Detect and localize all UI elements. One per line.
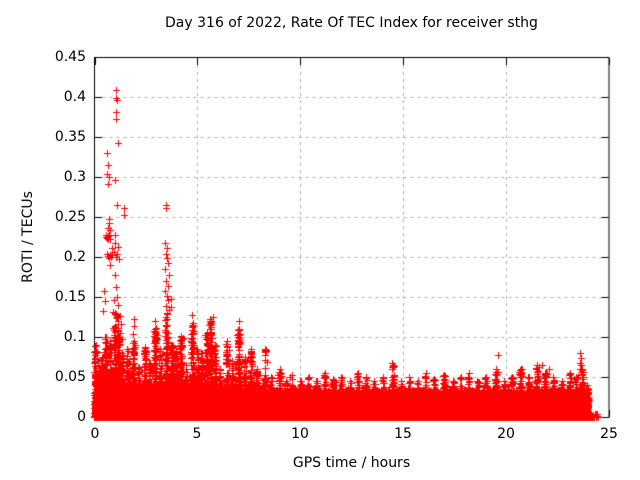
y-tick-label: 0.15 xyxy=(54,289,86,305)
x-tick-label: 0 xyxy=(90,426,100,442)
x-tick-label: 25 xyxy=(600,426,618,442)
y-tick-label: 0.25 xyxy=(54,209,86,225)
chart-title: Day 316 of 2022, Rate Of TEC Index for r… xyxy=(165,15,538,31)
x-tick-label: 10 xyxy=(291,426,309,442)
y-tick-label: 0.3 xyxy=(63,169,86,185)
y-tick-label: 0.1 xyxy=(63,329,86,345)
y-tick-label: 0 xyxy=(77,409,86,425)
x-tick-label: 15 xyxy=(394,426,412,442)
x-tick-label: 20 xyxy=(497,426,515,442)
y-tick-label: 0.05 xyxy=(54,369,86,385)
y-tick-label: 0.45 xyxy=(54,49,86,65)
x-tick-label: 5 xyxy=(192,426,202,442)
y-tick-label: 0.2 xyxy=(63,249,86,265)
x-axis-title: GPS time / hours xyxy=(292,455,411,471)
y-tick-label: 0.35 xyxy=(54,129,86,145)
y-tick-label: 0.4 xyxy=(63,89,86,105)
y-axis-title: ROTI / TECUs xyxy=(20,191,36,283)
